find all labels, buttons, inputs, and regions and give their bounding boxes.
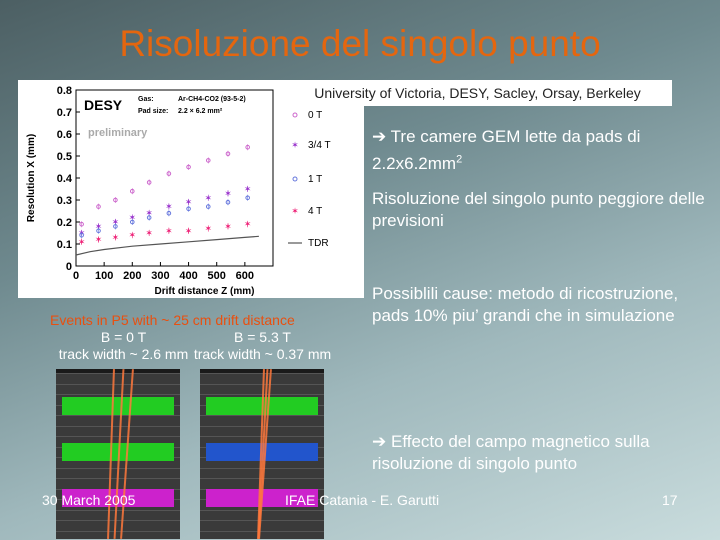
pad-size-label: Pad size:	[138, 108, 168, 115]
x-tick-label: 400	[179, 270, 197, 282]
plot-frame	[75, 89, 274, 267]
resolution-chart-svg: 0.1 0.2 0.3 0.4 0.5 0.6 0.7 0.8 00 100 200 300 400 50…	[26, 85, 331, 297]
x-tick-label: 0	[73, 270, 79, 282]
pad-row	[56, 373, 180, 384]
x-tick-label: 500	[208, 270, 226, 282]
gem-chamber-band	[62, 397, 174, 415]
gas-value: Ar-CH4-CO2 (93-5-2)	[178, 96, 246, 103]
legend-label: 3/4 T	[308, 140, 331, 151]
pad-size-value: 2.2 × 6.2 mm²	[178, 108, 223, 115]
events-caption: Events in P5 with ~ 25 cm drift distance…	[50, 312, 340, 363]
arrow-icon: ➔	[372, 432, 387, 451]
y-tick-label: 0.8	[57, 85, 72, 97]
legend-swatch: ✶	[291, 207, 299, 217]
gem-chamber-band	[62, 489, 174, 507]
footer-date: 30 March 2005	[42, 492, 136, 508]
bullet-3-text: Possiblili cause: metodo di ricostruzion…	[372, 284, 679, 325]
slide-title: Risoluzione del singolo punto	[119, 23, 601, 64]
y-tick-label: 0.6	[57, 129, 72, 141]
bullet-1: ➔ Tre camere GEM lette da pads di 2.2x6.…	[372, 126, 712, 175]
legend-swatch	[292, 176, 298, 182]
x-tick-label: 200	[123, 270, 141, 282]
bullet-2: Risoluzione del singolo punto peggiore d…	[372, 188, 712, 232]
legend-swatch	[292, 112, 298, 118]
event-display-5T	[200, 369, 324, 539]
x-axis-label: Drift distance Z (mm)	[154, 286, 254, 297]
y-tick-label: 0.1	[57, 239, 72, 251]
y-tick-label: 0.3	[57, 195, 72, 207]
bullet-4-text: Effecto del campo magnetico sulla risolu…	[372, 432, 650, 473]
event-display-panel: Events in P5 with ~ 25 cm drift distance…	[50, 312, 340, 540]
events-header: Events in P5 with ~ 25 cm drift distance	[50, 312, 295, 328]
legend-label: TDR	[308, 238, 329, 249]
pad-row	[56, 509, 180, 521]
legend-label: 1 T	[308, 174, 322, 185]
bullet-3: Possiblili cause: metodo di ricostruzion…	[372, 283, 712, 327]
left-field-label: B = 0 T	[100, 329, 147, 345]
legend-label: 0 T	[308, 110, 322, 121]
arrow-icon: ➔	[372, 127, 387, 146]
right-track-width: track width ~ 0.37 mm	[193, 346, 332, 362]
pad-row	[56, 425, 180, 437]
pad-row	[56, 530, 180, 539]
y-tick-label: 0.2	[57, 217, 72, 229]
affiliation-banner: University of Victoria, DESY, Sacley, Or…	[283, 80, 672, 106]
pad-row	[56, 520, 180, 531]
bullet-1-text: Tre camere GEM lette da pads di 2.2x6.2m…	[372, 127, 641, 173]
y-axis-label: Resolution X (mm)	[26, 134, 37, 222]
plot-label-desy: DESY	[84, 97, 123, 113]
footer-page-number: 17	[662, 492, 678, 508]
footer-center: IFAE Catania - E. Garutti	[285, 492, 440, 508]
bullet-2-text: Risoluzione del singolo punto peggiore d…	[372, 189, 705, 230]
resolution-plot: 0.1 0.2 0.3 0.4 0.5 0.6 0.7 0.8 0 0 100 200 300 400 50…	[18, 80, 364, 298]
gas-label: Gas:	[138, 96, 154, 103]
pad-row	[200, 530, 324, 539]
series-line-tdr	[75, 235, 259, 256]
legend-label: 4 T	[308, 206, 322, 217]
left-track-width: track width ~ 2.6 mm	[58, 346, 189, 362]
pad-row	[56, 383, 180, 395]
y-tick-label: 0.7	[57, 107, 72, 119]
bullet-4: ➔ Effecto del campo magnetico sulla riso…	[372, 431, 712, 475]
x-tick-label: 600	[236, 270, 254, 282]
y-tick-label: 0.5	[57, 151, 72, 163]
pad-row	[200, 520, 324, 531]
pad-row	[56, 415, 180, 426]
plot-label-preliminary: preliminary	[88, 127, 148, 139]
event-display-0T	[56, 369, 180, 539]
right-field-label: B = 5.3 T	[234, 329, 291, 345]
y-tick-label: 0	[66, 261, 72, 273]
legend-swatch: ✶	[291, 141, 299, 151]
y-tick-label: 0.4	[57, 173, 73, 185]
x-tick-label: 100	[95, 270, 113, 282]
x-tick-label: 300	[151, 270, 169, 282]
